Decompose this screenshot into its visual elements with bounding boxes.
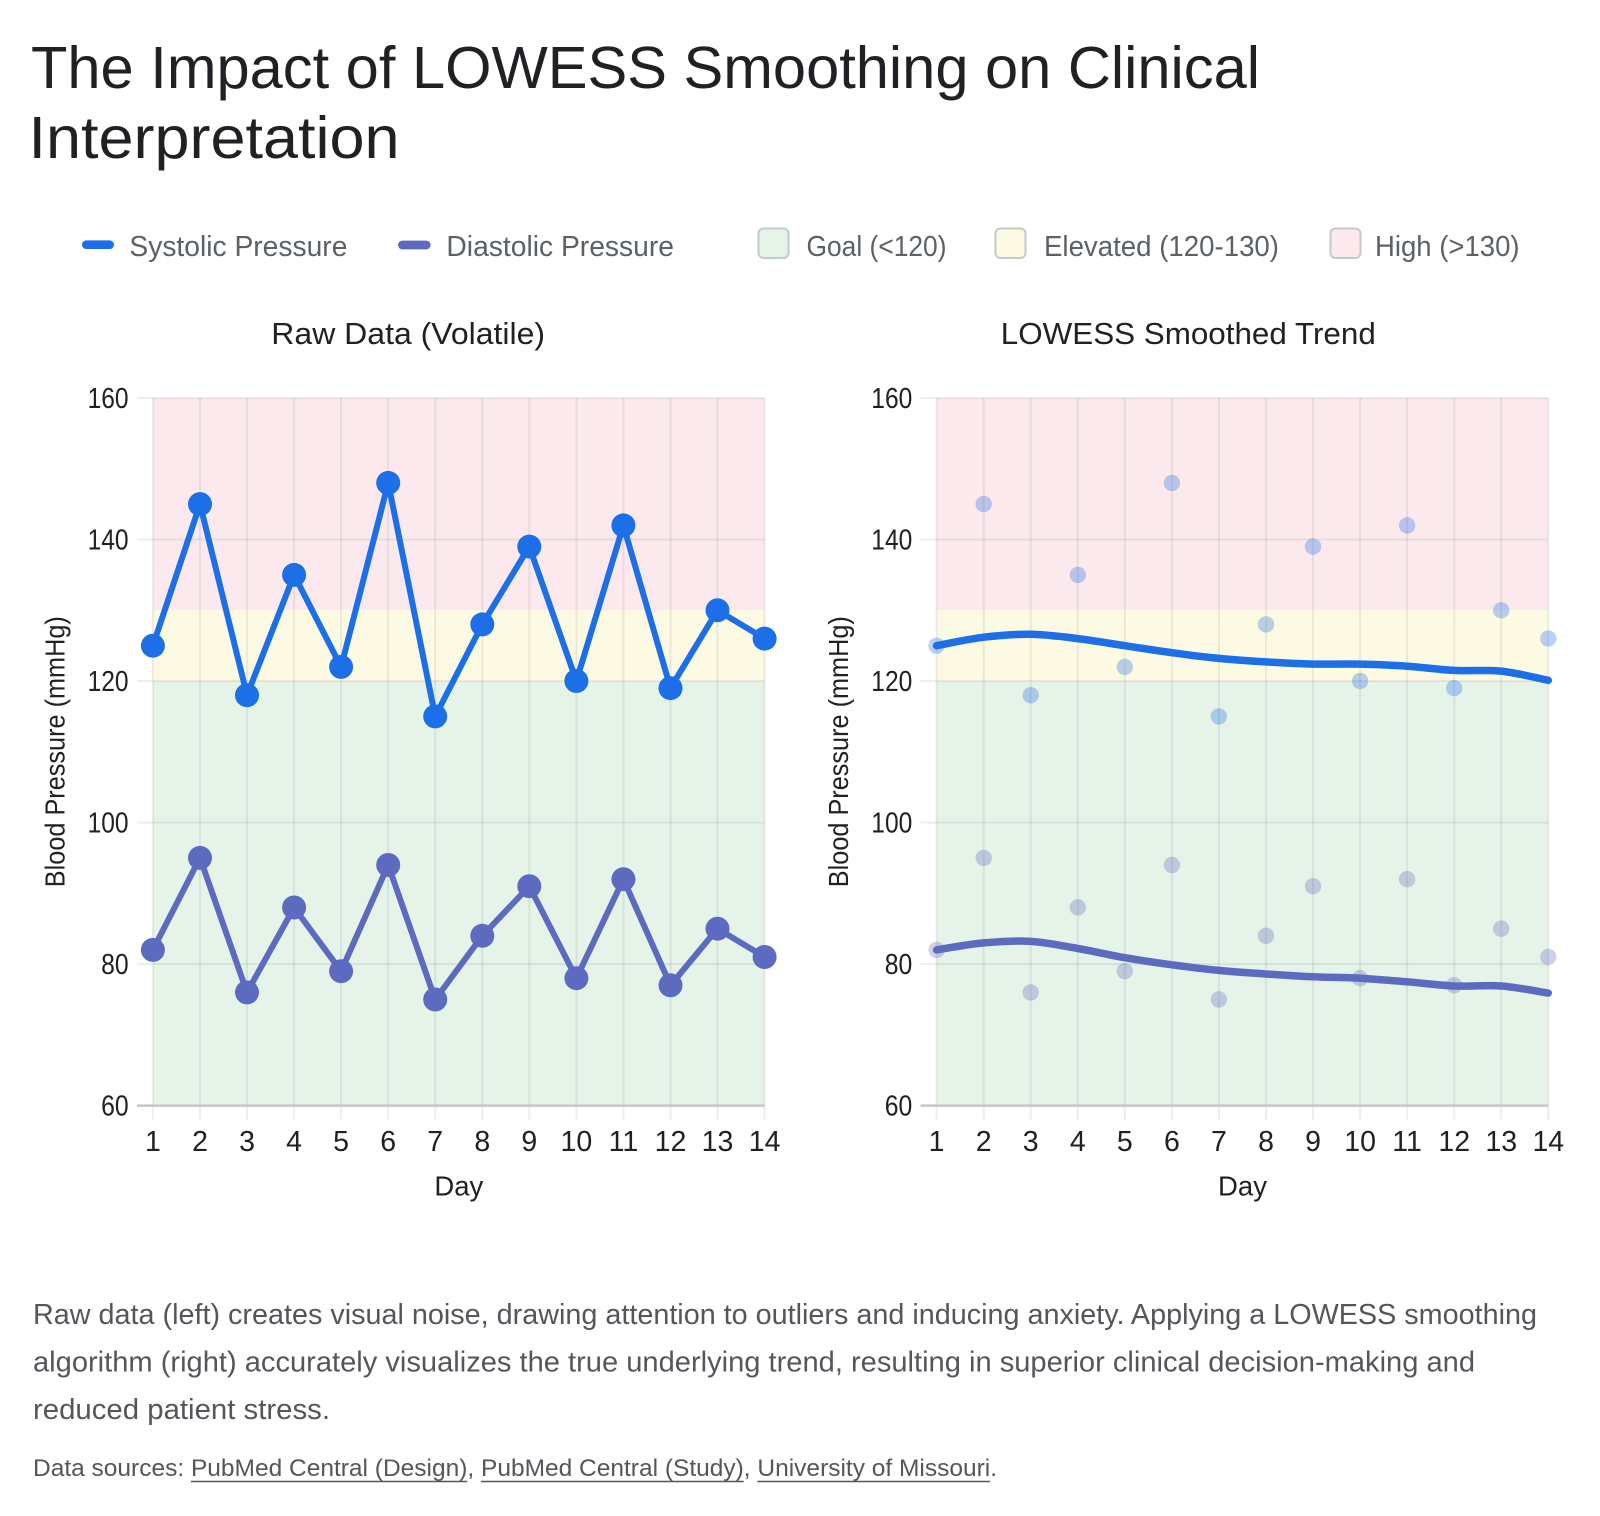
svg-text:9: 9 — [521, 1126, 537, 1158]
svg-text:Raw data (left) creates visual: Raw data (left) creates visual noise, dr… — [33, 1299, 1537, 1331]
svg-text:reduced patient stress.: reduced patient stress. — [33, 1394, 330, 1426]
svg-text:5: 5 — [1117, 1126, 1133, 1158]
svg-text:12: 12 — [1438, 1126, 1470, 1158]
svg-text:13: 13 — [702, 1126, 734, 1158]
svg-text:Goal (<120): Goal (<120) — [807, 231, 947, 263]
svg-text:120: 120 — [871, 666, 912, 698]
svg-text:Day: Day — [1218, 1171, 1267, 1202]
svg-text:3: 3 — [1023, 1126, 1039, 1158]
svg-text:7: 7 — [427, 1126, 443, 1158]
svg-text:Diastolic Pressure: Diastolic Pressure — [446, 231, 674, 263]
svg-text:100: 100 — [88, 808, 129, 840]
svg-text:4: 4 — [1070, 1126, 1086, 1158]
svg-text:140: 140 — [871, 525, 912, 557]
svg-text:5: 5 — [333, 1126, 349, 1158]
svg-text:10: 10 — [561, 1126, 593, 1158]
svg-text:14: 14 — [749, 1126, 781, 1158]
svg-text:Blood Pressure (mmHg): Blood Pressure (mmHg) — [39, 616, 70, 887]
svg-text:Elevated (120-130): Elevated (120-130) — [1044, 231, 1279, 263]
svg-text:80: 80 — [101, 949, 129, 981]
svg-text:2: 2 — [976, 1126, 992, 1158]
svg-text:60: 60 — [101, 1091, 129, 1123]
svg-text:160: 160 — [871, 383, 912, 415]
svg-text:1: 1 — [145, 1126, 161, 1158]
svg-text:13: 13 — [1485, 1126, 1517, 1158]
svg-text:9: 9 — [1305, 1126, 1321, 1158]
svg-text:100: 100 — [871, 808, 912, 840]
svg-text:The Impact of LOWESS Smoothing: The Impact of LOWESS Smoothing on Clinic… — [31, 34, 1260, 101]
svg-text:7: 7 — [1211, 1126, 1227, 1158]
svg-text:algorithm (right) accurately v: algorithm (right) accurately visualizes … — [33, 1347, 1475, 1379]
svg-text:6: 6 — [1164, 1126, 1180, 1158]
svg-text:80: 80 — [885, 949, 913, 981]
svg-text:2: 2 — [192, 1126, 208, 1158]
svg-text:Interpretation: Interpretation — [29, 104, 400, 171]
svg-text:Blood Pressure (mmHg): Blood Pressure (mmHg) — [823, 616, 854, 887]
svg-text:8: 8 — [474, 1126, 490, 1158]
svg-text:3: 3 — [239, 1126, 255, 1158]
svg-text:12: 12 — [655, 1126, 687, 1158]
svg-text:14: 14 — [1532, 1126, 1564, 1158]
svg-text:Day: Day — [434, 1171, 483, 1202]
svg-text:Data sources: PubMed Central (: Data sources: PubMed Central (Design), P… — [33, 1455, 997, 1482]
svg-text:11: 11 — [609, 1126, 639, 1158]
svg-text:Systolic Pressure: Systolic Pressure — [129, 231, 347, 263]
svg-text:11: 11 — [1392, 1126, 1422, 1158]
svg-text:LOWESS Smoothed Trend: LOWESS Smoothed Trend — [1001, 316, 1376, 351]
svg-text:140: 140 — [88, 525, 129, 557]
svg-text:10: 10 — [1344, 1126, 1376, 1158]
svg-text:High (>130): High (>130) — [1375, 231, 1520, 263]
svg-text:120: 120 — [88, 666, 129, 698]
svg-text:8: 8 — [1258, 1126, 1274, 1158]
svg-text:1: 1 — [929, 1126, 945, 1158]
svg-text:4: 4 — [286, 1126, 302, 1158]
svg-text:Raw Data (Volatile): Raw Data (Volatile) — [271, 316, 545, 351]
svg-text:60: 60 — [885, 1091, 913, 1123]
svg-text:6: 6 — [380, 1126, 396, 1158]
svg-text:160: 160 — [88, 383, 129, 415]
